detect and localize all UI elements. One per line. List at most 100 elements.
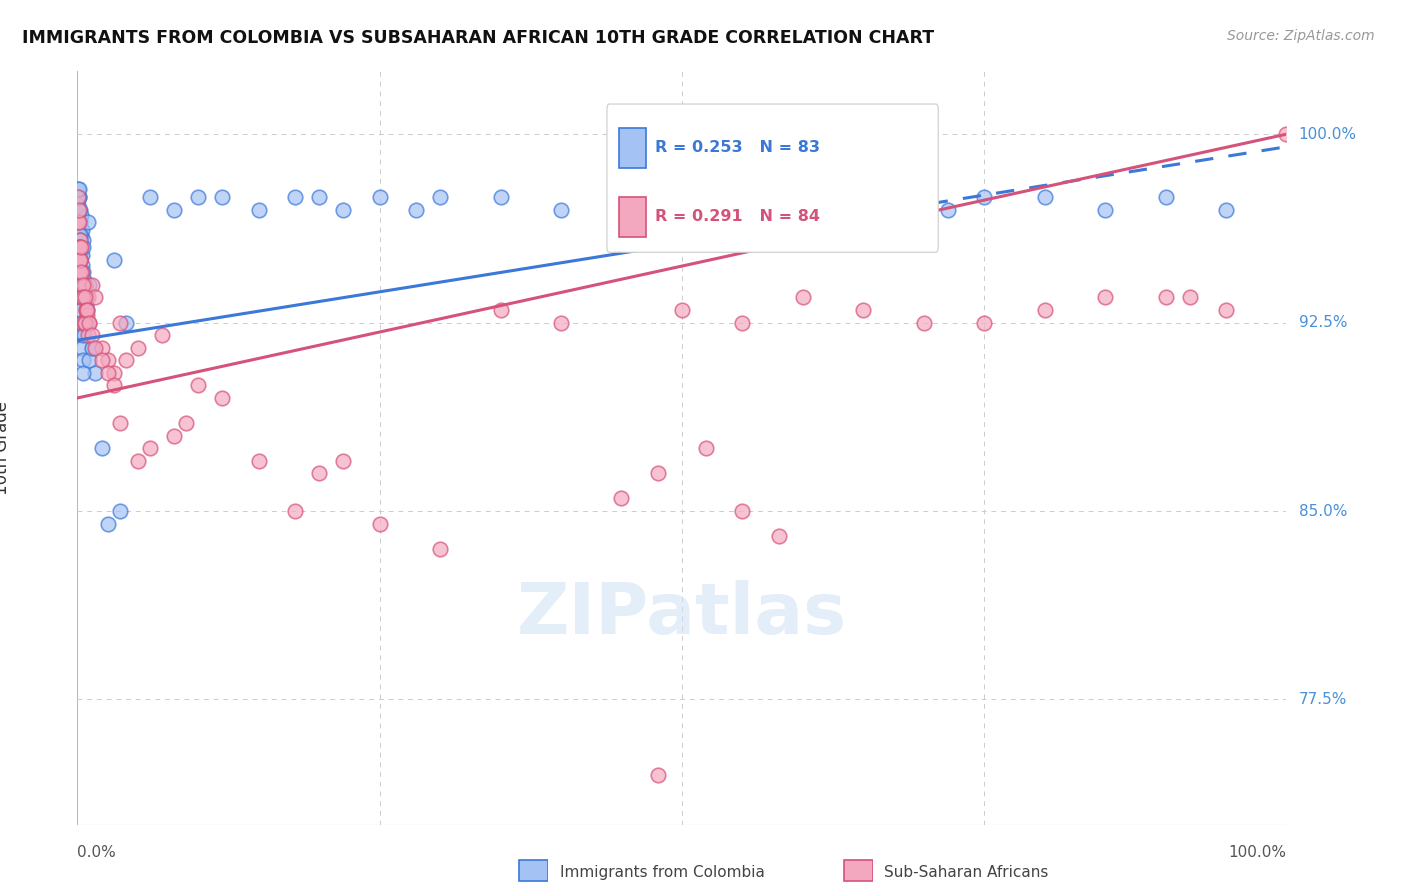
Point: [67, 265, 90, 279]
Point: [211, 190, 233, 204]
Point: [1033, 190, 1056, 204]
Point: [67, 190, 90, 204]
Point: [96, 366, 118, 380]
Point: [973, 190, 995, 204]
Point: [70, 248, 93, 262]
Point: [284, 190, 307, 204]
Point: [174, 416, 197, 430]
Point: [79, 316, 101, 330]
Point: [67, 215, 90, 229]
Point: [69, 240, 91, 254]
Point: [69, 227, 91, 242]
Point: [108, 416, 131, 430]
Point: [731, 202, 754, 217]
Point: [75, 291, 97, 305]
Point: [1154, 291, 1177, 305]
Point: [69, 252, 91, 267]
Point: [72, 291, 94, 305]
Point: [84, 291, 107, 305]
Point: [647, 467, 669, 481]
Point: [84, 341, 107, 355]
Text: 10th Grade: 10th Grade: [0, 401, 11, 495]
Point: [852, 190, 875, 204]
Point: [70, 265, 93, 279]
Text: IMMIGRANTS FROM COLOMBIA VS SUBSAHARAN AFRICAN 10TH GRADE CORRELATION CHART: IMMIGRANTS FROM COLOMBIA VS SUBSAHARAN A…: [22, 29, 935, 46]
Point: [69, 277, 91, 292]
Point: [72, 366, 94, 380]
Point: [69, 283, 91, 297]
Point: [96, 353, 118, 368]
Point: [792, 291, 814, 305]
Point: [75, 291, 97, 305]
Point: [550, 202, 572, 217]
Point: [75, 303, 97, 318]
Text: 77.5%: 77.5%: [1299, 692, 1347, 707]
Point: [429, 190, 451, 204]
Point: [429, 541, 451, 556]
Point: [70, 291, 93, 305]
Point: [67, 222, 90, 236]
Point: [1215, 303, 1237, 318]
Point: [96, 516, 118, 531]
Point: [76, 316, 98, 330]
Point: [69, 233, 91, 247]
Text: 85.0%: 85.0%: [1299, 504, 1347, 518]
Bar: [844, 860, 873, 881]
Point: [211, 391, 233, 405]
Point: [108, 316, 131, 330]
Point: [77, 215, 100, 229]
Point: [127, 341, 149, 355]
Point: [671, 190, 693, 204]
Point: [69, 248, 91, 262]
Point: [79, 277, 101, 292]
Point: [114, 316, 136, 330]
Point: [163, 428, 186, 442]
Point: [76, 303, 98, 318]
Point: [70, 291, 93, 305]
Point: [73, 328, 96, 343]
Point: [72, 265, 94, 279]
Point: [66, 190, 89, 204]
Point: [368, 190, 391, 204]
Point: [90, 353, 112, 368]
Point: [1094, 291, 1116, 305]
Point: [72, 353, 94, 368]
FancyBboxPatch shape: [607, 104, 938, 252]
Point: [70, 240, 93, 254]
Point: [912, 190, 935, 204]
Text: 92.5%: 92.5%: [1299, 315, 1347, 330]
Text: 100.0%: 100.0%: [1299, 127, 1357, 142]
Text: 0.0%: 0.0%: [77, 846, 117, 860]
Point: [67, 202, 90, 217]
Point: [610, 491, 633, 506]
Text: Sub-Saharan Africans: Sub-Saharan Africans: [884, 865, 1049, 880]
Point: [67, 202, 90, 217]
Text: R = 0.291   N = 84: R = 0.291 N = 84: [655, 210, 820, 224]
Point: [247, 202, 270, 217]
Point: [332, 454, 354, 468]
Point: [284, 504, 307, 518]
Point: [69, 215, 91, 229]
Point: [489, 303, 512, 318]
Point: [84, 366, 107, 380]
Point: [90, 442, 112, 455]
Point: [936, 202, 959, 217]
Point: [768, 529, 790, 543]
Point: [67, 227, 90, 242]
Point: [308, 190, 330, 204]
Text: Immigrants from Colombia: Immigrants from Colombia: [560, 865, 765, 880]
Point: [70, 208, 93, 222]
Point: [67, 182, 90, 196]
Point: [695, 442, 717, 455]
Point: [671, 303, 693, 318]
Point: [73, 273, 96, 287]
Point: [405, 202, 427, 217]
Point: [550, 316, 572, 330]
Point: [73, 291, 96, 305]
Point: [72, 233, 94, 247]
Point: [1275, 127, 1298, 141]
Point: [108, 504, 131, 518]
Point: [1215, 202, 1237, 217]
Point: [67, 240, 90, 254]
Point: [1178, 291, 1201, 305]
